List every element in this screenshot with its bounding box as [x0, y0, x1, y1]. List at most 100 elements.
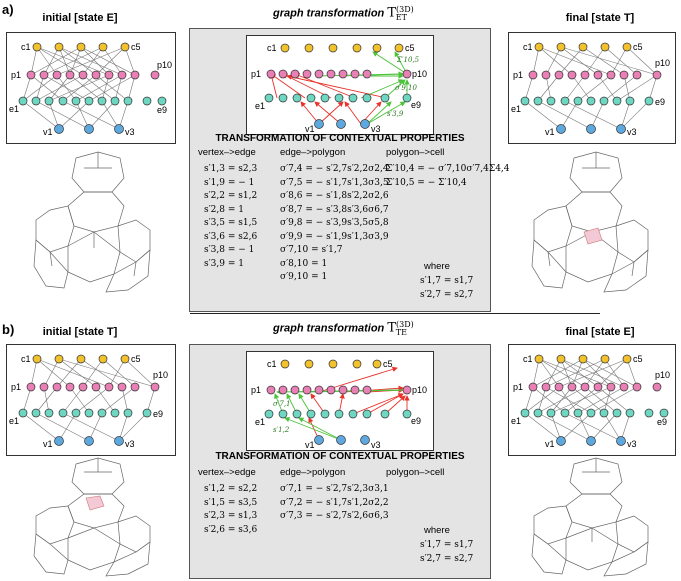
equation: s′2,3 = s1,3 [204, 511, 258, 521]
label-p1: p1 [513, 382, 523, 392]
label-c1: c1 [21, 42, 31, 52]
label-e9: e9 [411, 100, 421, 110]
panel-a-center-graph: c1 c5 p1 p10 e1 e9 v1 v3 Σ′10,5 σ′9,10 s… [246, 35, 434, 135]
label-p10: p10 [655, 370, 670, 380]
panel-b-where-eqs: s′1,7 = s1,7 s′2,7 = s2,7 [420, 539, 473, 566]
panel-a-title-text: graph transformation [273, 7, 385, 20]
panel-a-title-sup: (3D) [396, 5, 414, 14]
equation: σ′7,4 = − s′2,7s′2,2σ2,4 [280, 164, 389, 174]
hasse-graph-a-left: c1 c5 p1 p10 e1 e9 v1 v3 [9, 42, 172, 137]
panel-b-col2: σ′7,1 = − s′2,7s′2,3σ3,1 σ′7,2 = − s′1,7… [280, 483, 389, 524]
label-p1: p1 [11, 70, 21, 80]
label-c5: c5 [633, 354, 643, 364]
equation: σ′9,9 = − s′1,9s′1,3σ3,9 [280, 231, 389, 242]
equation: s′1,9 = − 1 [204, 177, 255, 188]
label-v3: v3 [125, 127, 135, 137]
panel-b-title-sup: (3D) [396, 320, 414, 329]
panel-a-title-symbol: T [387, 5, 397, 21]
panel-b-letter: b) [2, 322, 15, 337]
label-c5: c5 [131, 42, 141, 52]
equation: σ′8,7 = − s′3,8s′3,6σ6,7 [280, 204, 389, 215]
label-c5: c5 [405, 43, 415, 53]
panel-b-col2-head: edge–>polygon [280, 467, 346, 478]
label-e1: e1 [255, 417, 265, 427]
annot-s-1-2: s′1,2 [273, 426, 290, 434]
equation: s′3,8 = − 1 [204, 245, 255, 255]
label-v1: v1 [43, 439, 53, 449]
panel-a-col1: s′1,3 = s2,3 s′1,9 = − 1 s′2,2 = s1,2 s′… [204, 163, 257, 271]
hasse-graph-a-center: c1 c5 p1 p10 e1 e9 v1 v3 Σ′10,5 σ′9,10 s… [251, 43, 427, 134]
label-e9: e9 [411, 416, 421, 426]
panel-a-center-title: graph transformation T(3D)ET [190, 5, 490, 22]
equation: s′1,3 = s2,3 [204, 164, 258, 174]
hasse-graph-a-right: c1 c5 p1 p10 e1 e9 v1 v3 [511, 42, 670, 137]
label-c5: c5 [633, 42, 643, 52]
panel-a-left-polyhedra [33, 151, 151, 293]
label-v1: v1 [305, 124, 315, 134]
label-e1: e1 [255, 101, 265, 111]
equation: σ′9,8 = − s′3,9s′3,5σ5,8 [280, 218, 389, 228]
label-p10: p10 [157, 60, 172, 70]
label-v1: v1 [545, 439, 555, 449]
equation: Σ′10,5 = − Σ′10,4 [386, 177, 467, 188]
label-v3: v3 [371, 440, 381, 450]
highlighted-polygon [583, 227, 603, 245]
panel-a-left-title: initial [state E] [42, 12, 118, 24]
panel-b-graybox: c1 c5 p1 p10 e1 e9 v1 v3 σ′7,1 s′1,2 TRA… [189, 344, 491, 579]
label-c1: c1 [267, 43, 277, 53]
equation: σ′7,10 = s′1,7 [280, 245, 343, 255]
panel-b-where: where [424, 525, 450, 536]
panel-b-col3-head: polygon–>cell [386, 467, 445, 478]
equation: σ′7,3 = − s′2,7s′2,6σ6,3 [280, 511, 389, 521]
equation: s′1,2 = s2,2 [204, 484, 258, 494]
equation: s′1,7 = s1,7 [420, 276, 474, 286]
label-v1: v1 [545, 127, 555, 137]
annot-sigma-7-1: σ′7,1 [273, 400, 291, 408]
label-v1: v1 [43, 127, 53, 137]
panel-b-center-graph: c1 c5 p1 p10 e1 e9 v1 v3 σ′7,1 s′1,2 [246, 351, 434, 451]
label-v3: v3 [627, 127, 637, 137]
panel-a-right-graph: c1 c5 p1 p10 e1 e9 v1 v3 [508, 32, 676, 144]
panel-divider [190, 313, 600, 314]
equation: s′2,8 = 1 [204, 204, 244, 215]
label-c1: c1 [523, 42, 533, 52]
equation: s′3,9 = 1 [204, 258, 244, 269]
label-c1: c1 [21, 354, 31, 364]
panel-a-title-sub: ET [395, 12, 407, 22]
panel-a-col1-head: vertex–>edge [198, 147, 256, 158]
label-e1: e1 [9, 104, 19, 114]
equation: σ′7,1 = − s′2,7s′2,3σ3,1 [280, 484, 389, 494]
panel-b-col1-head: vertex–>edge [198, 467, 256, 478]
label-p1: p1 [251, 385, 261, 395]
panel-a-left-graph: c1 c5 p1 p10 e1 e9 v1 v3 [6, 32, 176, 144]
hasse-graph-b-center: c1 c5 p1 p10 e1 e9 v1 v3 σ′7,1 s′1,2 [251, 359, 427, 450]
equation: σ′8,10 = 1 [280, 258, 328, 269]
panel-b-right-title: final [state E] [565, 326, 635, 338]
label-p10: p10 [412, 69, 427, 79]
panel-a-right-polyhedra [531, 151, 649, 293]
label-p1: p1 [11, 382, 21, 392]
equation: s′2,6 = s3,6 [204, 524, 258, 535]
label-c5: c5 [131, 354, 141, 364]
panel-a-where: where [424, 261, 450, 272]
label-e1: e1 [511, 104, 521, 114]
annot-sigma-9-10: σ′9,10 [395, 84, 418, 92]
label-e1: e1 [511, 416, 521, 426]
equation: s′3,6 = s2,6 [204, 231, 258, 242]
panel-a-col3-head: polygon–>cell [386, 147, 445, 158]
equation: s′3,5 = s1,5 [204, 218, 258, 228]
panel-a-col3: Σ′10,4 = − σ′7,10σ′7,4Σ4,4 Σ′10,5 = − Σ′… [386, 163, 510, 190]
label-p1: p1 [513, 70, 523, 80]
equation: σ′7,5 = − s′1,7s′1,3σ3,5 [280, 177, 389, 188]
hasse-graph-b-right: c1 c5 p1 p10 e1 e9 v1 v3 [511, 354, 670, 449]
equation: σ′9,10 = 1 [280, 272, 328, 282]
label-p10: p10 [412, 385, 427, 395]
label-c1: c1 [267, 359, 277, 369]
equation: Σ′10,4 = − σ′7,10σ′7,4Σ4,4 [386, 164, 510, 174]
equation: σ′7,2 = − s′1,7s′1,2σ2,2 [280, 497, 389, 508]
panel-a-col2: σ′7,4 = − s′2,7s′2,2σ2,4 σ′7,5 = − s′1,7… [280, 163, 389, 285]
panel-b-title-symbol: T [387, 320, 397, 336]
panel-b-center-title: graph transformation T(3D)TE [190, 320, 490, 337]
panel-b-right-graph: c1 c5 p1 p10 e1 e9 v1 v3 [508, 344, 676, 456]
